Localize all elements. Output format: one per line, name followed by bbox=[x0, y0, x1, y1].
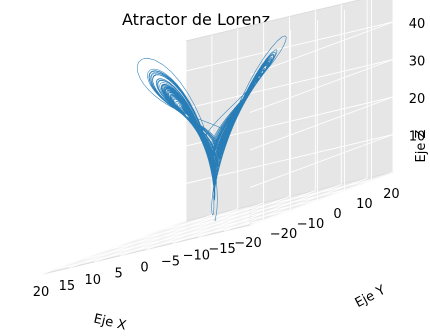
chart-title: Atractor de Lorenz bbox=[122, 10, 270, 29]
x-tick-label: 5 bbox=[114, 267, 122, 282]
x-tick-label: 10 bbox=[85, 273, 102, 288]
grid-z-back bbox=[185, 134, 394, 184]
grid-x-floor bbox=[42, 220, 187, 275]
data-series bbox=[136, 35, 287, 221]
y-tick-label: −10 bbox=[297, 217, 324, 232]
grid-lines bbox=[42, 0, 394, 275]
grid-z-left bbox=[249, 59, 394, 113]
grid-y-floor bbox=[83, 209, 291, 260]
z-tick-label: 40 bbox=[409, 17, 426, 32]
grid-z-back bbox=[185, 59, 394, 109]
y-tick-label: 0 bbox=[333, 207, 341, 222]
x-tick-label: −15 bbox=[208, 242, 235, 257]
x-tick-label: 15 bbox=[59, 279, 76, 294]
x-tick-label: 20 bbox=[33, 285, 50, 300]
z-tick-label: 10 bbox=[409, 130, 426, 145]
grid-z-left bbox=[249, 134, 394, 188]
x-tick-label: −10 bbox=[183, 248, 210, 263]
grid-y-floor bbox=[110, 199, 318, 250]
z-tick-label: 20 bbox=[409, 92, 426, 107]
x-tick-label: −5 bbox=[161, 254, 180, 269]
x-tick-label: 0 bbox=[140, 261, 148, 276]
grid-y-floor bbox=[137, 189, 345, 240]
x-axis-label: Eje X bbox=[92, 312, 127, 334]
z-axis-label: Eje Z bbox=[414, 129, 429, 162]
grid-z-left bbox=[249, 96, 394, 151]
grid-y-floor bbox=[56, 219, 264, 270]
y-tick-label: 10 bbox=[356, 197, 373, 212]
grid-z-left bbox=[249, 21, 394, 76]
grid-y-floor bbox=[164, 179, 372, 230]
x-tick-label: −20 bbox=[234, 236, 261, 251]
y-axis-label: Eje Y bbox=[353, 283, 388, 311]
y-tick-label: 20 bbox=[383, 187, 400, 202]
y-tick-label: −20 bbox=[270, 227, 297, 242]
axis-labels: Eje X Eje Y Eje Z bbox=[92, 129, 429, 333]
lorenz-trajectory bbox=[136, 35, 287, 221]
grid-z-back bbox=[185, 21, 394, 72]
z-tick-label: 30 bbox=[409, 55, 426, 70]
